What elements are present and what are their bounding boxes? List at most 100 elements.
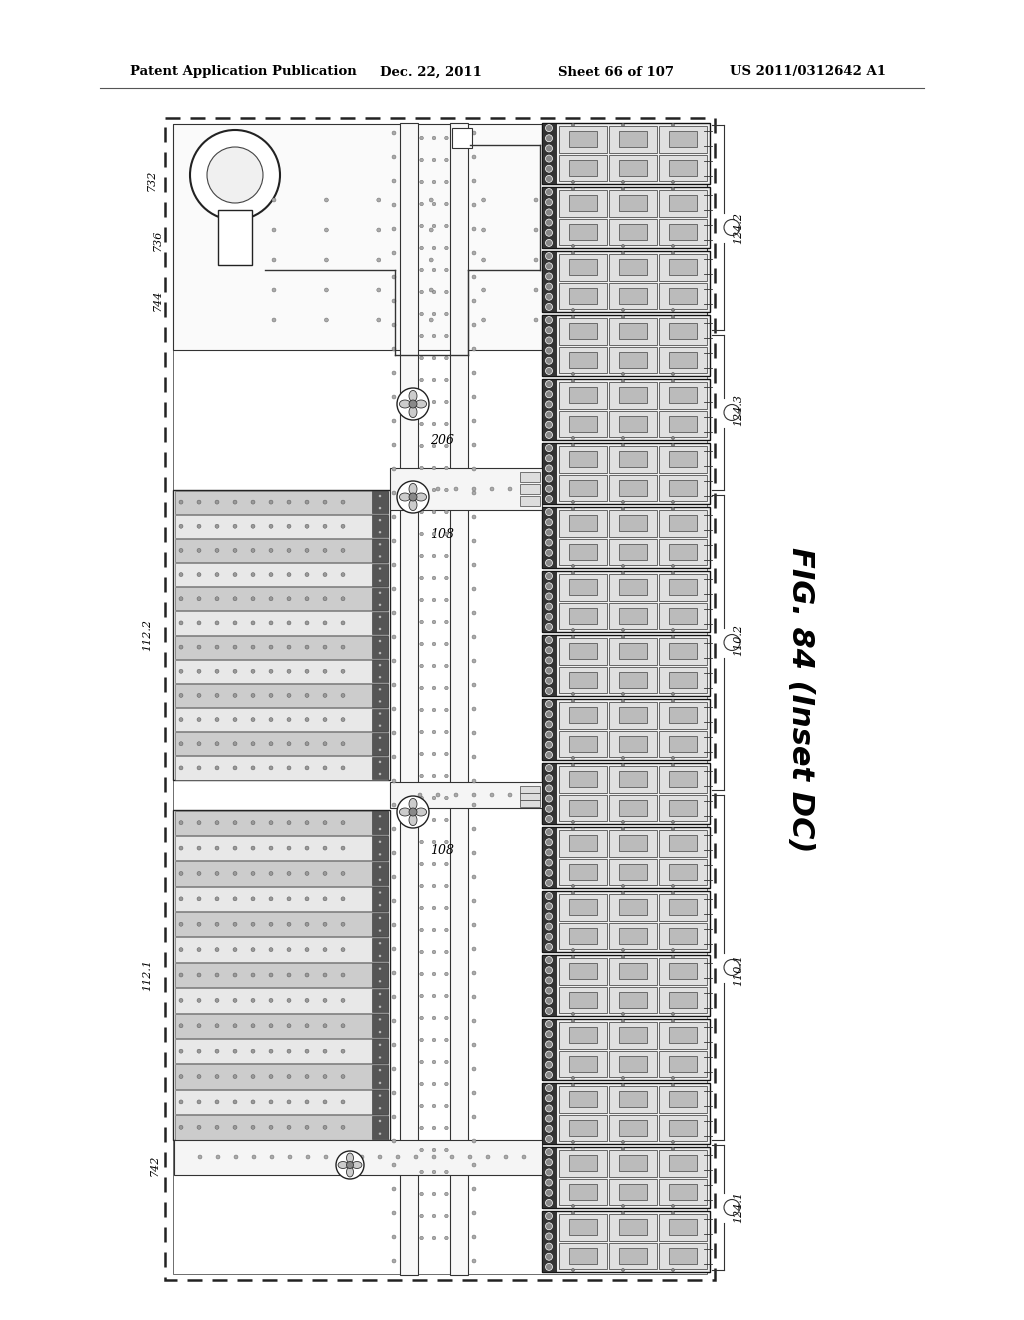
Bar xyxy=(559,702,607,729)
Circle shape xyxy=(432,796,436,800)
Circle shape xyxy=(472,611,476,615)
Circle shape xyxy=(672,700,675,702)
Bar xyxy=(559,318,607,345)
Circle shape xyxy=(420,554,423,558)
Circle shape xyxy=(197,573,201,577)
Circle shape xyxy=(197,548,201,552)
Circle shape xyxy=(215,766,219,770)
Bar xyxy=(452,128,472,148)
Bar xyxy=(568,607,597,624)
Circle shape xyxy=(215,871,219,875)
Circle shape xyxy=(420,247,423,249)
Circle shape xyxy=(287,693,291,697)
Circle shape xyxy=(420,796,423,800)
Circle shape xyxy=(444,1082,449,1086)
Circle shape xyxy=(251,948,255,952)
Text: 110.2: 110.2 xyxy=(733,624,743,656)
Bar xyxy=(542,507,710,568)
Bar xyxy=(175,962,388,987)
Circle shape xyxy=(546,1051,553,1059)
Circle shape xyxy=(269,998,273,1002)
Bar xyxy=(659,1022,707,1048)
Bar xyxy=(559,1022,607,1048)
Circle shape xyxy=(215,669,219,673)
Bar xyxy=(609,1150,657,1176)
Bar xyxy=(609,1179,657,1205)
Bar xyxy=(659,282,707,309)
Ellipse shape xyxy=(416,492,427,502)
Bar xyxy=(559,894,607,920)
Circle shape xyxy=(215,948,219,952)
Circle shape xyxy=(546,347,553,354)
Circle shape xyxy=(432,268,436,272)
Circle shape xyxy=(379,968,382,970)
Bar xyxy=(669,991,697,1007)
Circle shape xyxy=(622,635,625,639)
Bar xyxy=(669,1092,697,1107)
Circle shape xyxy=(379,554,382,558)
Circle shape xyxy=(672,187,675,190)
Circle shape xyxy=(444,422,449,426)
Circle shape xyxy=(251,871,255,875)
Circle shape xyxy=(432,928,436,932)
Circle shape xyxy=(546,593,553,599)
Circle shape xyxy=(379,737,382,739)
Bar xyxy=(659,219,707,246)
Circle shape xyxy=(420,1016,423,1020)
Bar xyxy=(542,1210,710,1272)
Circle shape xyxy=(420,620,423,624)
Circle shape xyxy=(420,1105,423,1107)
Circle shape xyxy=(336,1151,364,1179)
Circle shape xyxy=(444,1214,449,1218)
Circle shape xyxy=(429,257,433,261)
Circle shape xyxy=(197,669,201,673)
Circle shape xyxy=(444,466,449,470)
Circle shape xyxy=(392,515,396,519)
Circle shape xyxy=(272,288,276,292)
Bar xyxy=(568,964,597,979)
Bar xyxy=(559,1114,607,1140)
Circle shape xyxy=(546,751,553,759)
Circle shape xyxy=(432,290,436,294)
Circle shape xyxy=(546,614,553,620)
Circle shape xyxy=(672,756,675,759)
Bar xyxy=(669,607,697,624)
Bar xyxy=(618,836,647,851)
Circle shape xyxy=(472,587,476,591)
Bar xyxy=(618,259,647,275)
Circle shape xyxy=(392,635,396,639)
Circle shape xyxy=(379,916,382,920)
Bar xyxy=(520,793,540,800)
Bar xyxy=(559,795,607,821)
Circle shape xyxy=(432,1105,436,1107)
Circle shape xyxy=(472,1163,476,1167)
Circle shape xyxy=(432,752,436,756)
Circle shape xyxy=(522,1155,526,1159)
Circle shape xyxy=(546,239,553,247)
Bar xyxy=(372,684,388,706)
Bar xyxy=(609,795,657,821)
Circle shape xyxy=(420,202,423,206)
Circle shape xyxy=(472,395,476,399)
Circle shape xyxy=(571,949,574,952)
Circle shape xyxy=(420,973,423,975)
Circle shape xyxy=(197,597,201,601)
Circle shape xyxy=(546,401,553,408)
Circle shape xyxy=(444,400,449,404)
Circle shape xyxy=(215,896,219,900)
Circle shape xyxy=(571,1204,574,1208)
Circle shape xyxy=(546,1148,553,1155)
Bar xyxy=(372,564,388,586)
Circle shape xyxy=(420,752,423,756)
Circle shape xyxy=(432,466,436,470)
Circle shape xyxy=(546,1200,553,1206)
Circle shape xyxy=(251,766,255,770)
Circle shape xyxy=(233,973,237,977)
Circle shape xyxy=(379,676,382,678)
Circle shape xyxy=(672,380,675,383)
Circle shape xyxy=(546,176,553,182)
Bar xyxy=(618,387,647,403)
Bar xyxy=(659,923,707,949)
Bar xyxy=(669,1247,697,1263)
Bar xyxy=(175,887,388,911)
